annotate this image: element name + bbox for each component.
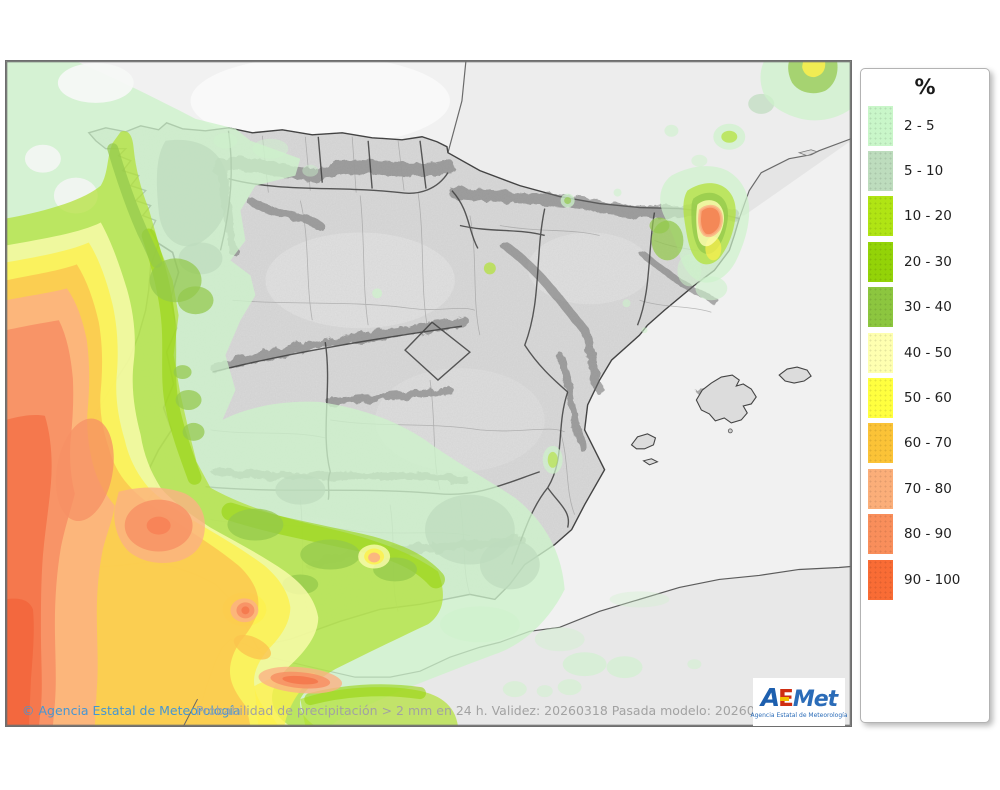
validity-text: Probabilidad de precipitación > 2 mm en … [196,703,795,718]
legend-swatch [868,105,893,146]
legend-label: 80 - 90 [904,526,952,543]
legend-row: 5 - 10 [861,148,989,193]
legend-row: 60 - 70 [861,421,989,466]
copyright-text: © Agencia Estatal de Meteorología [22,703,241,718]
aemet-logo-wordmark: AEMet [760,683,838,712]
legend-label: 50 - 60 [904,390,952,407]
legend-row: 70 - 80 [861,466,989,511]
catalonia-hotspot [649,123,750,301]
legend-row: 50 - 60 [861,375,989,420]
legend-label: 40 - 50 [904,344,952,361]
legend-row: 40 - 50 [861,330,989,375]
aemet-logo-subtitle: Agencia Estatal de Meteorología [750,712,848,719]
legend-row: 10 - 20 [861,194,989,239]
legend-label: 70 - 80 [904,480,952,497]
precipitation-overlay [6,61,851,726]
balearic-islands [630,366,812,466]
legend-label: 30 - 40 [904,299,952,316]
legend-swatch [868,378,893,419]
precipitation-map [6,61,851,726]
legend-title: % [914,75,936,99]
legend-row: 80 - 90 [861,512,989,557]
legend-swatch [868,196,893,237]
legend-swatch [868,559,893,600]
legend-swatch [868,423,893,464]
legend-row: 90 - 100 [861,557,989,602]
legend-label: 2 - 5 [904,117,935,134]
legend-panel: % 2 - 5 5 - 10 10 - 20 20 - 30 30 - 40 4… [860,68,990,723]
legend-swatch [868,514,893,555]
scattered-green-spots [213,132,702,698]
legend-label: 10 - 20 [904,208,952,225]
legend-label: 20 - 30 [904,253,952,270]
legend-swatch [868,287,893,328]
legend-swatch [868,151,893,192]
french-lagoons [797,149,819,157]
aemet-logo: AEMet Agencia Estatal de Meteorología [750,678,848,726]
legend-row: 20 - 30 [861,239,989,284]
legend-swatch [868,241,893,282]
legend-label: 90 - 100 [904,571,961,588]
legend-swatch [868,332,893,373]
northeast-sea-blob [760,61,851,121]
legend-row: 30 - 40 [861,285,989,330]
legend-label: 5 - 10 [904,163,944,180]
bay-of-biscay [190,61,450,146]
legend-label: 60 - 70 [904,435,952,452]
legend-row: 2 - 5 [861,103,989,148]
legend-swatch [868,468,893,509]
map-line-artifact [183,698,198,726]
map-border [6,61,851,726]
map-frame [5,60,852,727]
